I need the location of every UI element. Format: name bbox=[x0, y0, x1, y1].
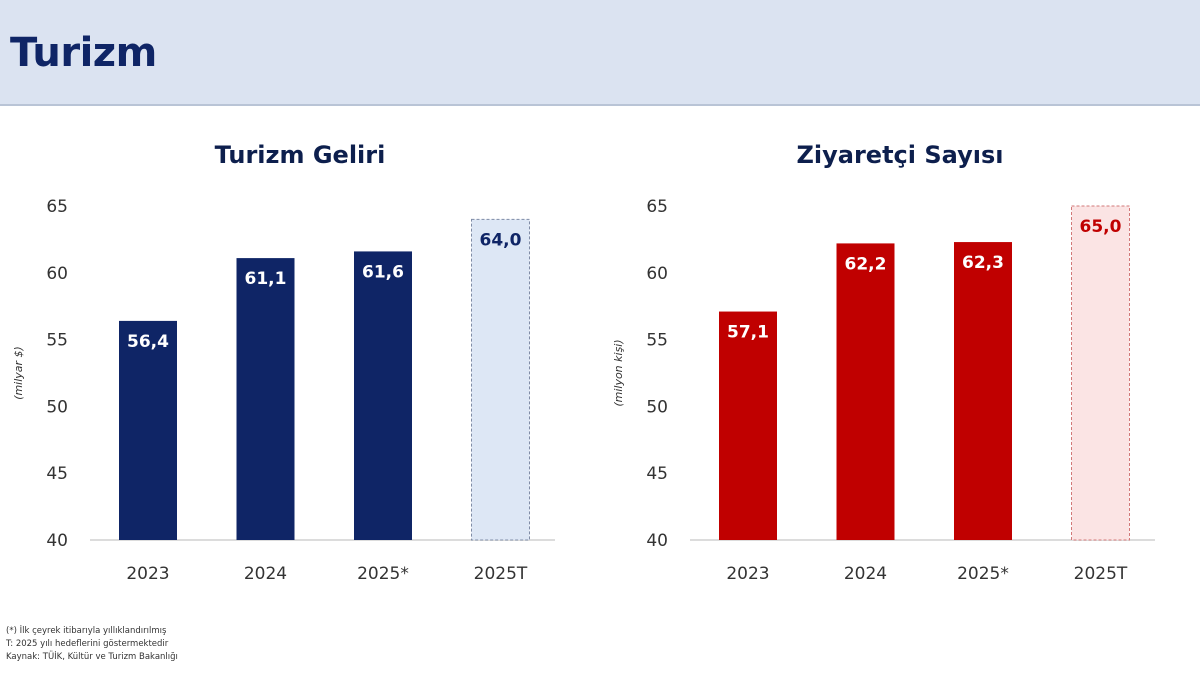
footnote-source: Kaynak: TÜİK, Kültür ve Turizm Bakanlığı bbox=[6, 652, 178, 662]
y-tick-label: 55 bbox=[646, 331, 668, 351]
bar bbox=[119, 320, 177, 540]
y-tick-label: 45 bbox=[646, 464, 668, 484]
target-bar bbox=[471, 218, 530, 541]
data-label: 57,1 bbox=[727, 323, 769, 343]
footnote-annualized: (*) İlk çeyrek itibarıyla yıllıklandırıl… bbox=[6, 626, 167, 636]
y-tick-label: 60 bbox=[646, 264, 668, 284]
chart-visitor-count: Ziyaretçi Sayısı (milyon kişi) 40 45 50 55 60 6… bbox=[612, 141, 1155, 584]
y-axis-label: (milyar $) bbox=[12, 346, 25, 400]
chart-title: Turizm Geliri bbox=[215, 141, 386, 169]
y-tick-label: 65 bbox=[646, 197, 668, 217]
x-tick-label: 2024 bbox=[244, 564, 287, 584]
bar bbox=[719, 311, 777, 540]
bar bbox=[954, 242, 1012, 540]
data-label: 62,2 bbox=[845, 254, 887, 274]
data-label: 61,1 bbox=[245, 269, 287, 289]
data-label: 65,0 bbox=[1080, 217, 1122, 237]
y-axis-label: (milyon kişi) bbox=[612, 339, 625, 406]
data-label: 56,4 bbox=[127, 332, 169, 352]
target-bar bbox=[1071, 205, 1130, 541]
x-tick-label: 2025T bbox=[1074, 564, 1128, 584]
footnote-target: T: 2025 yılı hedeflerini göstermektedir bbox=[6, 639, 169, 649]
data-label: 62,3 bbox=[962, 253, 1004, 273]
x-tick-label: 2023 bbox=[726, 564, 769, 584]
data-label: 61,6 bbox=[362, 262, 404, 282]
footnotes: (*) İlk çeyrek itibarıyla yıllıklandırıl… bbox=[6, 625, 178, 664]
y-tick-label: 50 bbox=[46, 397, 68, 417]
x-tick-label: 2024 bbox=[844, 564, 887, 584]
y-tick-label: 50 bbox=[646, 397, 668, 417]
y-tick-label: 60 bbox=[46, 264, 68, 284]
x-tick-label: 2023 bbox=[126, 564, 169, 584]
x-tick-label: 2025* bbox=[957, 564, 1009, 584]
y-tick-label: 45 bbox=[46, 464, 68, 484]
page-title: Turizm bbox=[10, 30, 157, 76]
header-band: Turizm bbox=[0, 0, 1200, 106]
chart-tourism-revenue: Turizm Geliri (milyar $) 40 45 50 55 60 65 56,4 2… bbox=[12, 141, 555, 584]
chart-title: Ziyaretçi Sayısı bbox=[797, 141, 1004, 169]
data-label: 64,0 bbox=[480, 230, 522, 250]
y-tick-label: 65 bbox=[46, 197, 68, 217]
bar bbox=[236, 258, 295, 540]
bar bbox=[354, 251, 412, 540]
y-tick-label: 40 bbox=[46, 531, 68, 551]
x-tick-label: 2025* bbox=[357, 564, 409, 584]
y-tick-label: 55 bbox=[46, 331, 68, 351]
bar bbox=[836, 243, 895, 540]
x-tick-label: 2025T bbox=[474, 564, 528, 584]
y-tick-label: 40 bbox=[646, 531, 668, 551]
